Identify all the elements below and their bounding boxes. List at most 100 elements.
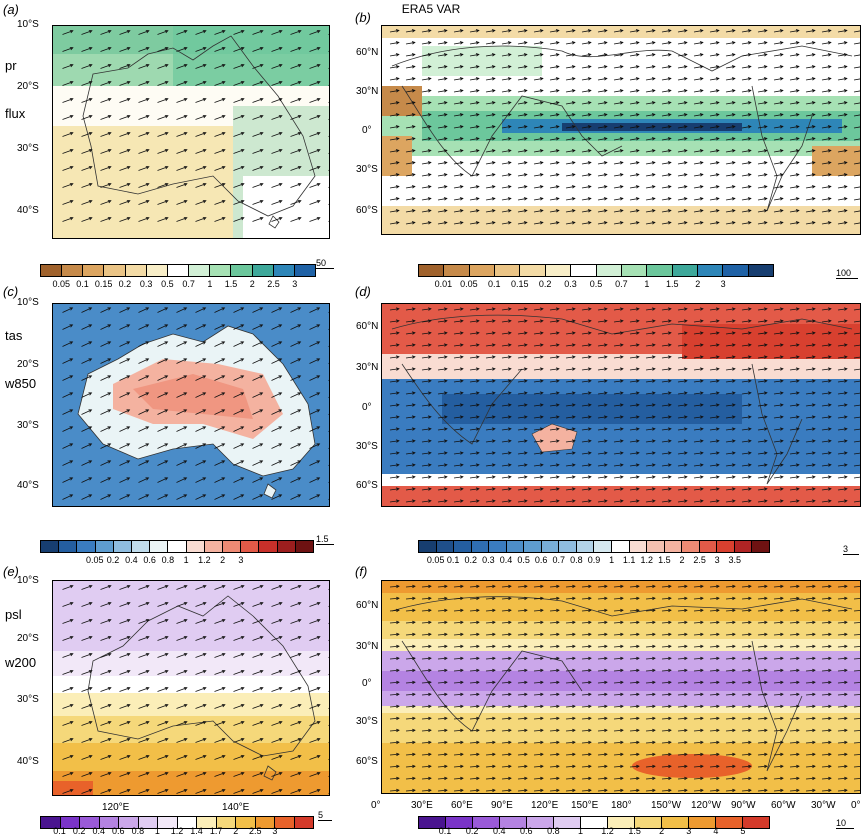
- wind-vector-head: [668, 764, 672, 769]
- wind-vector: [138, 755, 149, 760]
- wind-vector: [629, 681, 640, 684]
- wind-vector-head: [827, 439, 832, 443]
- wind-vector-head: [555, 161, 560, 165]
- wind-vector: [501, 114, 511, 117]
- wind-vector: [853, 174, 860, 177]
- wind-vector: [271, 619, 282, 624]
- wind-vector: [389, 476, 399, 479]
- wind-vector-head: [69, 443, 74, 447]
- wind-vector-head: [604, 632, 608, 637]
- wind-vector: [405, 114, 415, 117]
- wind-vector-head: [715, 355, 720, 359]
- wind-vector: [437, 416, 447, 419]
- wind-vector-head: [427, 113, 432, 117]
- wind-vector: [81, 772, 92, 777]
- wind-vector: [453, 344, 463, 347]
- wind-vector-head: [240, 324, 245, 328]
- colorbar-d-label: 1: [609, 555, 615, 565]
- wind-vector: [661, 621, 672, 624]
- wind-vector: [645, 368, 655, 371]
- wind-vector: [233, 619, 244, 624]
- wind-vector: [469, 332, 479, 335]
- wind-vector: [195, 341, 206, 347]
- wind-vector: [517, 42, 527, 45]
- wind-vector-head: [620, 596, 624, 601]
- lon-tick-f: 0°: [371, 800, 381, 811]
- wind-vector-head: [492, 644, 496, 649]
- wind-vector: [661, 693, 672, 696]
- wind-vector: [613, 633, 624, 636]
- wind-vector: [773, 54, 783, 57]
- wind-vector: [469, 308, 479, 311]
- colorbar-b-label: 2: [695, 279, 701, 289]
- wind-vector: [805, 440, 815, 443]
- wind-vector: [157, 789, 168, 794]
- wind-vector-head: [555, 499, 560, 503]
- wind-vector-head: [683, 65, 688, 69]
- wind-vector: [501, 78, 511, 81]
- wind-vector: [853, 670, 860, 672]
- wind-vector-head: [827, 41, 832, 45]
- wind-vector: [773, 210, 783, 213]
- wind-vector: [597, 464, 607, 467]
- wind-vector-head: [259, 494, 264, 498]
- wind-vector: [773, 162, 783, 165]
- wind-vector: [437, 717, 448, 720]
- wind-vector-head: [571, 379, 576, 383]
- wind-vector-head: [587, 77, 592, 81]
- wind-vector: [119, 738, 130, 743]
- wind-vector: [119, 443, 130, 449]
- wind-vector: [501, 741, 512, 744]
- wind-vector-head: [88, 703, 93, 708]
- wind-vector-head: [202, 737, 207, 742]
- wind-vector-head: [812, 632, 816, 637]
- wind-vector-head: [828, 668, 832, 673]
- wind-vector-head: [460, 668, 464, 673]
- wind-vector: [565, 765, 576, 768]
- wind-vector: [709, 645, 720, 648]
- wind-vector-head: [668, 728, 672, 733]
- wind-vector-head: [747, 367, 752, 371]
- wind-vector: [405, 705, 416, 708]
- wind-vector: [677, 416, 687, 419]
- wind-vector: [138, 494, 149, 500]
- wind-vector: [693, 753, 704, 756]
- wind-vector: [709, 789, 720, 792]
- wind-vector-head: [668, 656, 672, 661]
- wind-vector-head: [475, 209, 480, 213]
- wind-vector: [405, 90, 415, 93]
- wind-vector-head: [619, 185, 624, 189]
- wind-vector-head: [221, 754, 226, 759]
- colorbar-a-box: [273, 265, 295, 276]
- wind-vector-head: [571, 161, 576, 165]
- lat-tick-c-20s: 20°S: [17, 359, 39, 370]
- wind-vector: [138, 200, 149, 205]
- wind-vector-head: [571, 307, 576, 311]
- wind-vector: [597, 54, 607, 57]
- wind-vector: [837, 162, 847, 165]
- wind-vector: [581, 198, 591, 201]
- wind-vector: [581, 729, 592, 732]
- wind-vector-head: [183, 720, 188, 725]
- wind-vector: [469, 789, 480, 792]
- wind-vector: [613, 210, 623, 213]
- wind-vector-head: [843, 125, 848, 129]
- wind-vector-head: [683, 101, 688, 105]
- wind-vector-head: [587, 331, 592, 335]
- wind-vector-head: [523, 331, 528, 335]
- wind-vector: [629, 186, 639, 189]
- wind-vector: [645, 693, 656, 696]
- wind-vector: [613, 174, 623, 177]
- wind-vector-head: [297, 324, 302, 328]
- wind-vector: [613, 597, 624, 600]
- wind-vector: [693, 693, 704, 696]
- wind-vector: [501, 392, 511, 395]
- wind-vector: [517, 440, 527, 443]
- wind-vector: [581, 392, 591, 395]
- wind-vector: [613, 657, 624, 660]
- wind-vector: [290, 341, 301, 347]
- wind-vector-head: [780, 632, 784, 637]
- wind-vector-head: [107, 341, 112, 345]
- panel-label-b: (b): [355, 10, 371, 25]
- wind-vector-head: [395, 367, 400, 371]
